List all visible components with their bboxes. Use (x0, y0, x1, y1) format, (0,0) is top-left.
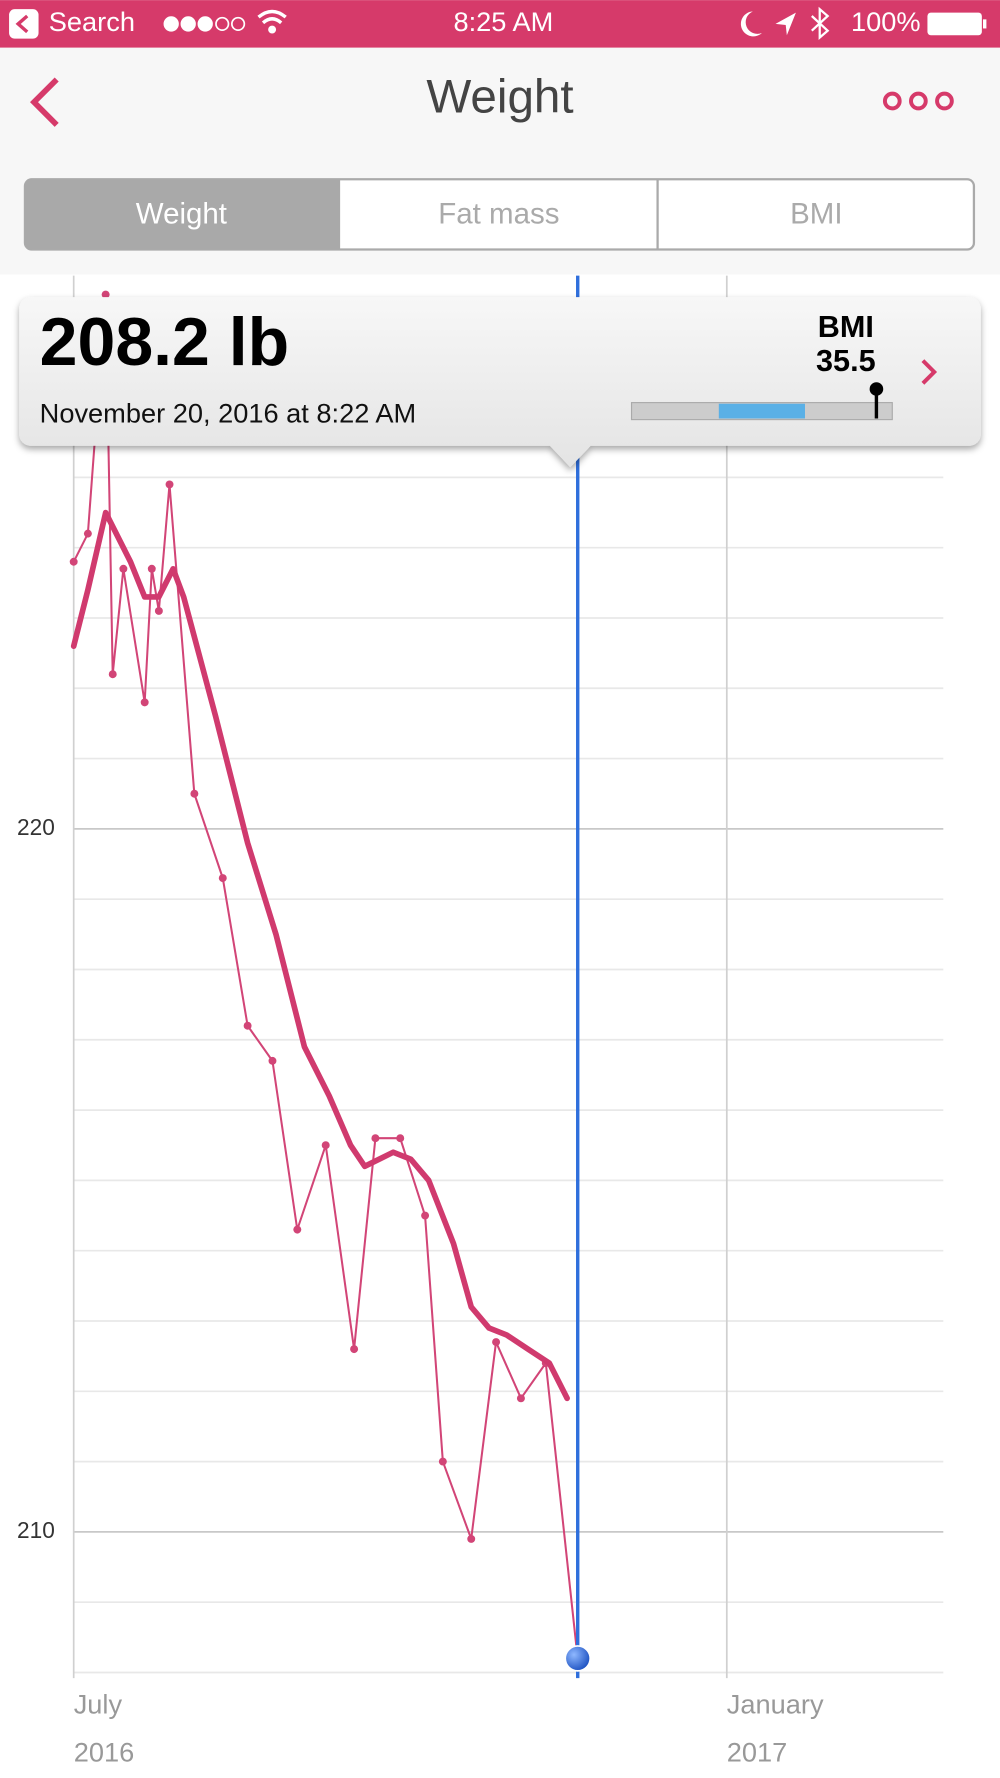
weight-point (467, 1534, 476, 1543)
battery-level: 100% (851, 6, 921, 37)
weight-point (438, 1457, 447, 1466)
weight-point (396, 1134, 405, 1143)
weight-point (492, 1338, 501, 1347)
tab-label[interactable]: Weight (136, 197, 227, 230)
tooltip[interactable]: 208.2 lb November 20, 2016 at 8:22 AM BM… (19, 297, 981, 468)
y-tick-label: 220 (17, 814, 55, 840)
weight-chart: 210 220 July 2016 January 2017 (17, 275, 944, 1767)
back-app-chevron (15, 14, 29, 34)
weight-point (516, 1394, 525, 1403)
tooltip-box (19, 297, 981, 468)
active-tab[interactable] (24, 179, 341, 250)
wifi-icon (257, 9, 287, 34)
weight-point (154, 606, 163, 615)
moon-icon (740, 11, 762, 37)
more-button[interactable] (882, 91, 954, 111)
y-tick-label: 210 (17, 1517, 55, 1543)
tab-label[interactable]: BMI (790, 197, 842, 230)
tooltip-date: November 20, 2016 at 8:22 AM (40, 397, 417, 428)
tab-label[interactable]: Fat mass (438, 197, 559, 230)
back-button[interactable] (30, 77, 59, 127)
location-icon (775, 12, 796, 36)
weight-point (293, 1225, 302, 1234)
weight-point (190, 789, 199, 798)
bmi-gauge-normal (718, 403, 805, 419)
x-tick-label: July (74, 1689, 123, 1720)
weight-point (268, 1056, 277, 1065)
weight-point (108, 670, 117, 679)
battery-tip (982, 19, 987, 29)
tooltip-chevron[interactable] (921, 359, 938, 385)
weight-point (321, 1141, 330, 1150)
weight-point (165, 480, 174, 489)
x-tick-year: 2017 (727, 1736, 788, 1767)
weight-point (218, 874, 227, 883)
page-title: Weight (426, 70, 573, 123)
battery-icon (927, 12, 982, 36)
selected-point (564, 1645, 592, 1672)
weight-line (72, 293, 579, 1660)
weight-point (147, 564, 156, 573)
weight-point (119, 564, 128, 573)
back-app-icon[interactable] (9, 9, 39, 39)
x-tick-label: January (727, 1689, 824, 1720)
bmi-value: 35.5 (816, 344, 876, 378)
status-time: 8:25 AM (453, 6, 553, 37)
bluetooth-icon (811, 6, 830, 40)
weight-point (140, 698, 149, 707)
weight-point (69, 557, 78, 566)
weight-point (350, 1345, 359, 1354)
tooltip-weight: 208.2 lb (40, 304, 290, 380)
bmi-label: BMI (818, 310, 874, 344)
weight-point (83, 529, 92, 538)
weight-point (101, 290, 110, 299)
back-app-label[interactable]: Search (49, 6, 135, 37)
weight-point (421, 1211, 430, 1220)
weight-point (243, 1021, 252, 1030)
x-tick-year: 2016 (74, 1736, 135, 1767)
weight-point (371, 1134, 380, 1143)
trend-line (70, 509, 570, 1402)
signal-dots (163, 16, 246, 32)
bmi-marker-head (869, 382, 884, 396)
